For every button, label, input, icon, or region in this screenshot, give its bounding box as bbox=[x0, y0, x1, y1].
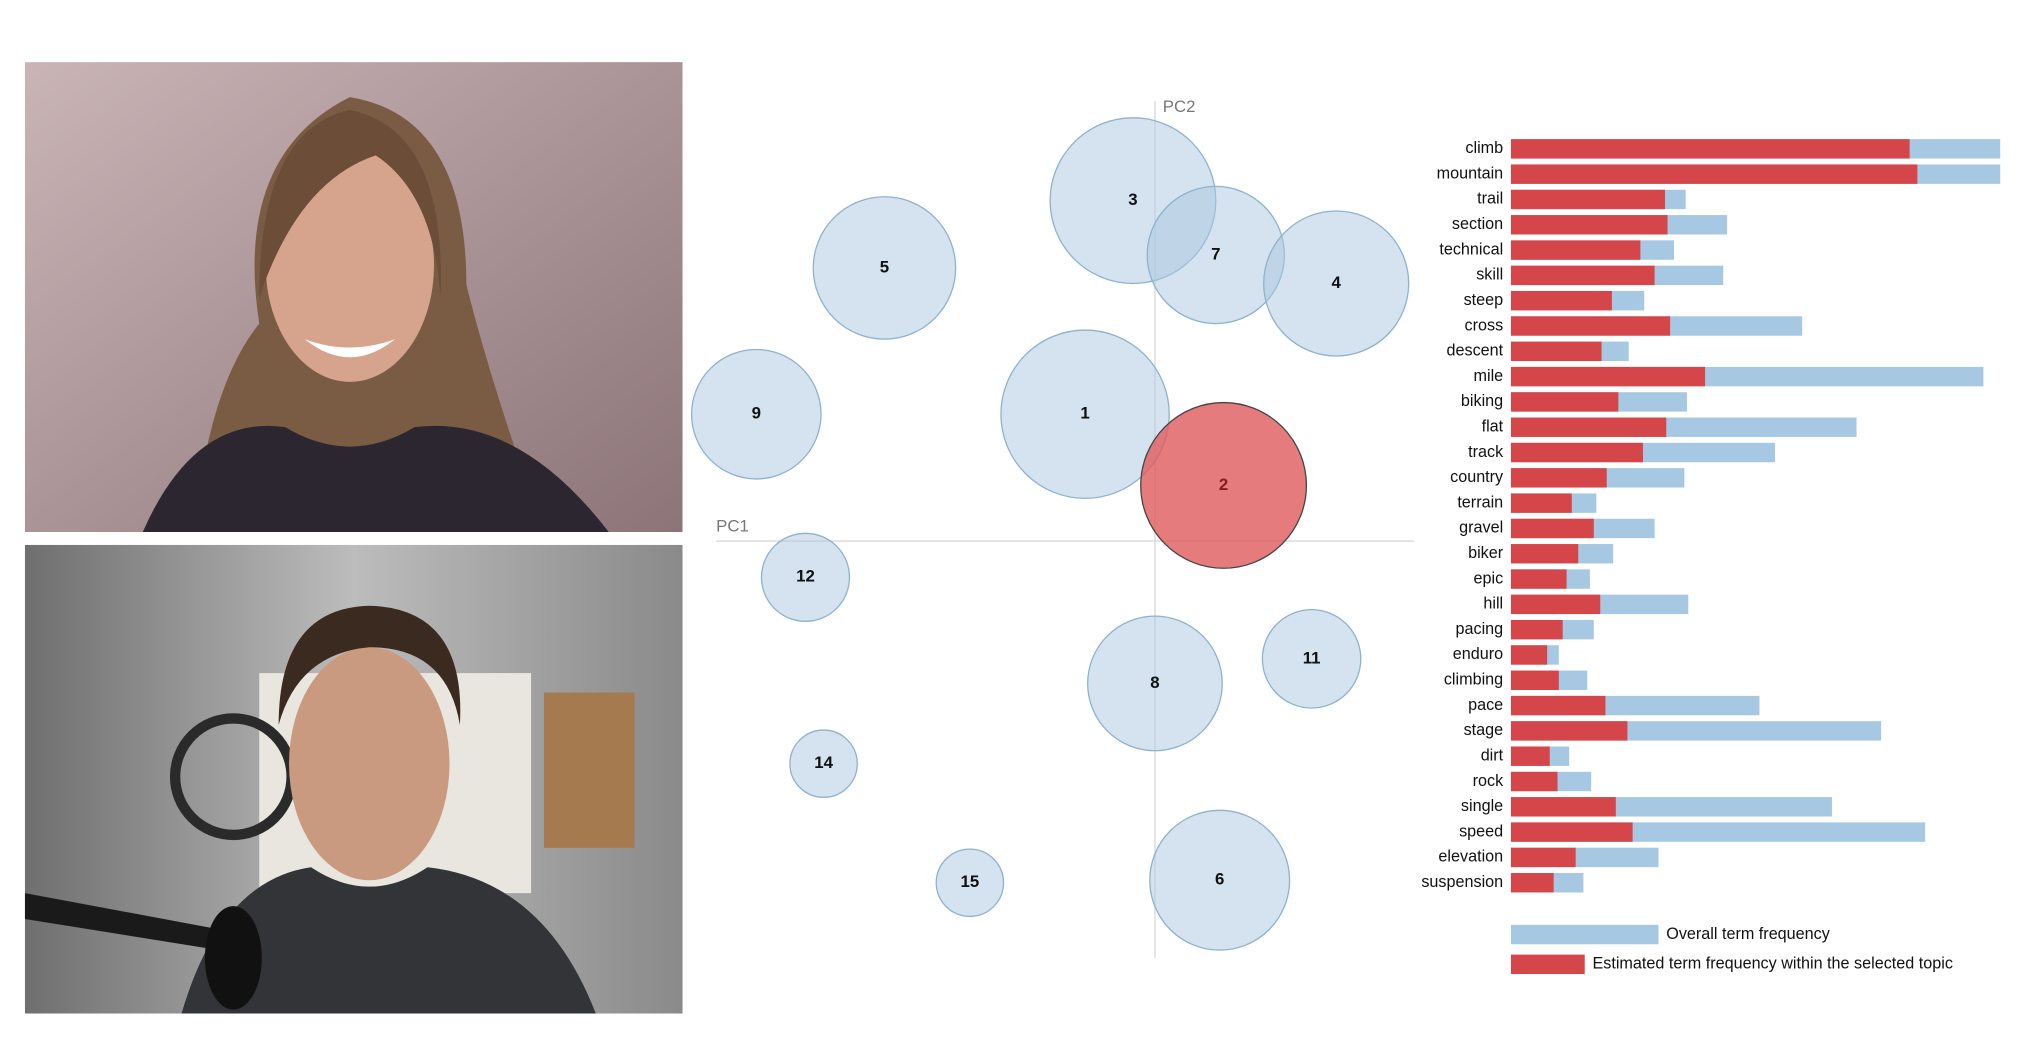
term-label: descent bbox=[1447, 342, 1504, 360]
term-label: single bbox=[1461, 797, 1503, 815]
term-label: rock bbox=[1473, 772, 1504, 790]
topic-bubble bbox=[1140, 401, 1308, 569]
bar bbox=[1510, 240, 1641, 260]
topic-bubble bbox=[1087, 615, 1223, 752]
topic-label: 4 bbox=[1332, 273, 1342, 292]
topic-bubble bbox=[789, 729, 858, 798]
bar bbox=[1510, 215, 1668, 235]
x-axis-label: PC1 bbox=[716, 516, 749, 535]
topic-bubble bbox=[1000, 329, 1170, 499]
term-label: mountain bbox=[1437, 164, 1504, 182]
topic-label: 11 bbox=[1303, 648, 1321, 667]
topic-label: 6 bbox=[1215, 870, 1224, 889]
bar bbox=[1510, 797, 1616, 817]
bar bbox=[1510, 822, 1633, 842]
term-label: flat bbox=[1482, 417, 1504, 435]
topic-label: 3 bbox=[1128, 190, 1137, 209]
term-label: cross bbox=[1465, 316, 1504, 334]
bar bbox=[1510, 290, 1612, 311]
topic-bubble bbox=[812, 196, 957, 340]
bar bbox=[1510, 366, 1706, 387]
bar bbox=[1510, 569, 1567, 589]
bar bbox=[1510, 316, 1671, 336]
bar bbox=[1510, 645, 1548, 665]
bar bbox=[1510, 189, 1665, 210]
bar bbox=[1510, 721, 1628, 741]
bar bbox=[1510, 139, 1910, 159]
legend-swatch bbox=[1510, 924, 1659, 945]
term-label: pace bbox=[1468, 696, 1503, 714]
topic-label: 7 bbox=[1211, 244, 1220, 263]
term-label: terrain bbox=[1457, 493, 1503, 511]
term-label: climbing bbox=[1444, 671, 1503, 689]
topic-label: 8 bbox=[1150, 673, 1159, 692]
term-label: trail bbox=[1477, 190, 1503, 208]
topic-bubble bbox=[760, 532, 851, 622]
topic-label: 12 bbox=[796, 567, 815, 586]
bar bbox=[1510, 392, 1619, 412]
term-label: elevation bbox=[1438, 848, 1503, 866]
term-label: speed bbox=[1459, 822, 1503, 840]
bar bbox=[1510, 341, 1602, 362]
topic-bubble bbox=[1149, 809, 1291, 951]
term-label: track bbox=[1468, 443, 1504, 461]
term-label: enduro bbox=[1453, 645, 1503, 663]
topic-bubble bbox=[935, 848, 1005, 918]
term-label: section bbox=[1452, 215, 1503, 233]
bar bbox=[1510, 873, 1554, 893]
term-label: climb bbox=[1465, 139, 1503, 157]
topic-bubble bbox=[1263, 210, 1410, 357]
legend-swatch bbox=[1510, 954, 1585, 975]
bar bbox=[1510, 695, 1606, 716]
topic-bubble bbox=[690, 348, 822, 480]
term-label: mile bbox=[1474, 367, 1504, 385]
legend-label: Overall term frequency bbox=[1666, 925, 1830, 943]
term-label: biker bbox=[1468, 544, 1504, 562]
bar bbox=[1510, 417, 1667, 437]
bar bbox=[1510, 670, 1559, 690]
bar bbox=[1510, 594, 1601, 615]
bar bbox=[1510, 164, 1918, 184]
term-label: steep bbox=[1464, 291, 1504, 309]
topic-label: 15 bbox=[961, 872, 980, 891]
topic-bubble bbox=[1261, 609, 1362, 709]
bar bbox=[1510, 493, 1572, 513]
term-label: pacing bbox=[1456, 620, 1504, 638]
video-tile-top bbox=[24, 62, 683, 533]
topic-label: 9 bbox=[752, 404, 761, 423]
bar bbox=[1510, 544, 1579, 564]
bar bbox=[1510, 771, 1558, 792]
term-label: biking bbox=[1461, 392, 1503, 410]
term-label: suspension bbox=[1421, 873, 1503, 891]
bar bbox=[1510, 518, 1594, 539]
topic-label: 1 bbox=[1080, 404, 1089, 423]
bar bbox=[1510, 746, 1550, 766]
term-label: dirt bbox=[1481, 746, 1504, 764]
bar bbox=[1510, 619, 1563, 640]
bar bbox=[1510, 442, 1643, 463]
bar bbox=[1510, 265, 1655, 286]
term-label: gravel bbox=[1459, 519, 1503, 537]
term-label: country bbox=[1450, 468, 1504, 486]
term-label: technical bbox=[1439, 240, 1503, 258]
topic-label: 5 bbox=[880, 257, 889, 276]
term-bar-chart: climb mountain trail section technical skill s… bbox=[1421, 139, 2001, 975]
bar bbox=[1510, 847, 1576, 868]
y-axis-label: PC2 bbox=[1163, 97, 1196, 116]
term-label: epic bbox=[1473, 569, 1503, 587]
video-tile-bottom bbox=[24, 544, 683, 1014]
term-label: skill bbox=[1476, 266, 1503, 284]
topic-label: 14 bbox=[814, 753, 833, 772]
legend-label: Estimated term frequency within the sele… bbox=[1592, 955, 1952, 973]
topic-label: 2 bbox=[1219, 475, 1228, 494]
bar bbox=[1510, 468, 1607, 488]
term-label: hill bbox=[1483, 595, 1503, 613]
term-label: stage bbox=[1464, 721, 1504, 739]
